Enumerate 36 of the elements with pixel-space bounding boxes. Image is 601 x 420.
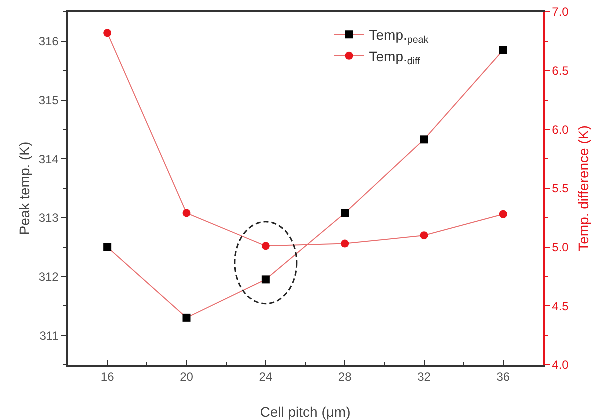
y-axis-title: Peak temp. (K)	[16, 142, 32, 236]
y-tick-label: 313	[38, 211, 60, 226]
y2-tick-label: 5.0	[552, 240, 570, 255]
y2-tick-label: 6.0	[552, 122, 570, 137]
y2-tick-label: 7.0	[552, 5, 570, 20]
point	[104, 29, 112, 38]
y-tick-label: 311	[40, 328, 60, 343]
point	[182, 314, 191, 322]
point	[182, 209, 191, 218]
y-tick-label: 316	[38, 34, 60, 49]
point	[104, 243, 112, 252]
point	[341, 209, 350, 218]
x-tick-label: 32	[418, 370, 432, 384]
legend-label: Temp.$_{peak}$	[369, 27, 429, 46]
y2-tick-label: 6.5	[552, 64, 570, 78]
x-tick-label: 20	[180, 370, 194, 384]
point	[420, 136, 428, 144]
point	[262, 276, 270, 284]
y2-tick-label: 5.5	[552, 182, 570, 196]
y-tick-label: 315	[38, 93, 60, 108]
x-axis-title: Cell pitch (μm)	[260, 404, 351, 420]
point	[262, 242, 270, 250]
point	[341, 240, 350, 248]
point	[499, 210, 508, 218]
x-tick-label: 24	[259, 370, 273, 384]
x-tick-label: 16	[100, 370, 115, 384]
y2-tick-label: 4.0	[552, 358, 570, 372]
y-tick-label: 314	[38, 152, 60, 166]
y2-axis-title: Temp. difference (K)	[576, 126, 592, 252]
x-tick-label: 36	[496, 370, 510, 384]
point	[420, 232, 428, 240]
legend-label: Temp.$_{diff}$	[369, 48, 421, 68]
y-tick-label: 312	[38, 270, 60, 284]
x-tick-label: 28	[338, 370, 352, 384]
y2-tick-label: 4.5	[552, 299, 570, 314]
point	[499, 46, 508, 54]
